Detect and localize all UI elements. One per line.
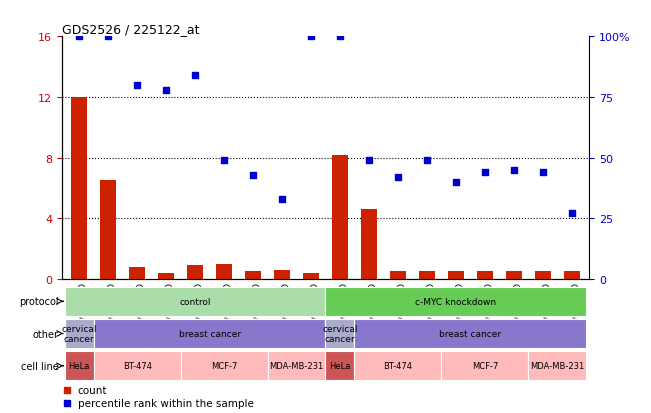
Bar [355,319,587,348]
Text: control: control [180,297,211,306]
Bar [158,273,174,279]
Bar [71,97,87,279]
Bar [355,351,441,380]
Bar [361,210,377,279]
Bar [564,272,580,279]
Point [74,34,85,40]
Text: count: count [77,385,107,395]
Point [248,172,258,178]
Bar [94,351,180,380]
Bar [64,319,94,348]
Text: cervical
cancer: cervical cancer [322,324,358,343]
Point [190,73,201,79]
Text: breast cancer: breast cancer [178,329,241,338]
Bar [535,272,551,279]
Bar [64,287,326,316]
Text: MDA-MB-231: MDA-MB-231 [530,361,585,370]
Bar [390,272,406,279]
Text: BT-474: BT-474 [122,361,152,370]
Bar [529,351,587,380]
Point [450,179,461,186]
Text: MDA-MB-231: MDA-MB-231 [270,361,324,370]
Text: BT-474: BT-474 [383,361,413,370]
Point [538,169,548,176]
Point [132,82,143,89]
Text: breast cancer: breast cancer [439,329,501,338]
Bar [94,319,326,348]
Text: HeLa: HeLa [68,361,90,370]
Bar [216,264,232,279]
Point [277,196,287,203]
Point [508,167,519,173]
Point [480,169,490,176]
Point [393,174,403,181]
Point [422,157,432,164]
Bar [268,351,326,380]
Bar [477,272,493,279]
Bar [332,155,348,279]
Point [161,87,171,94]
Bar [245,272,261,279]
Bar [180,351,268,380]
Text: MCF-7: MCF-7 [211,361,237,370]
Text: percentile rank within the sample: percentile rank within the sample [77,399,253,408]
Point [103,34,113,40]
Text: GDS2526 / 225122_at: GDS2526 / 225122_at [62,23,199,36]
Point [364,157,374,164]
Text: c-MYC knockdown: c-MYC knockdown [415,297,497,306]
Bar [419,272,435,279]
Bar [64,351,94,380]
Text: protocol: protocol [20,297,59,306]
Text: MCF-7: MCF-7 [472,361,498,370]
Bar [187,266,203,279]
Bar [326,351,355,380]
Bar [506,272,522,279]
Bar [129,267,145,279]
Text: cell line: cell line [21,361,59,371]
Bar [448,272,464,279]
Bar [326,319,355,348]
Point [62,387,72,393]
Bar [303,273,319,279]
Point [566,211,577,217]
Bar [100,181,116,279]
Bar [274,270,290,279]
Bar [441,351,529,380]
Point [219,157,229,164]
Text: other: other [33,329,59,339]
Point [306,34,316,40]
Bar [326,287,587,316]
Text: HeLa: HeLa [329,361,351,370]
Point [335,34,345,40]
Text: cervical
cancer: cervical cancer [61,324,97,343]
Point [62,400,72,407]
